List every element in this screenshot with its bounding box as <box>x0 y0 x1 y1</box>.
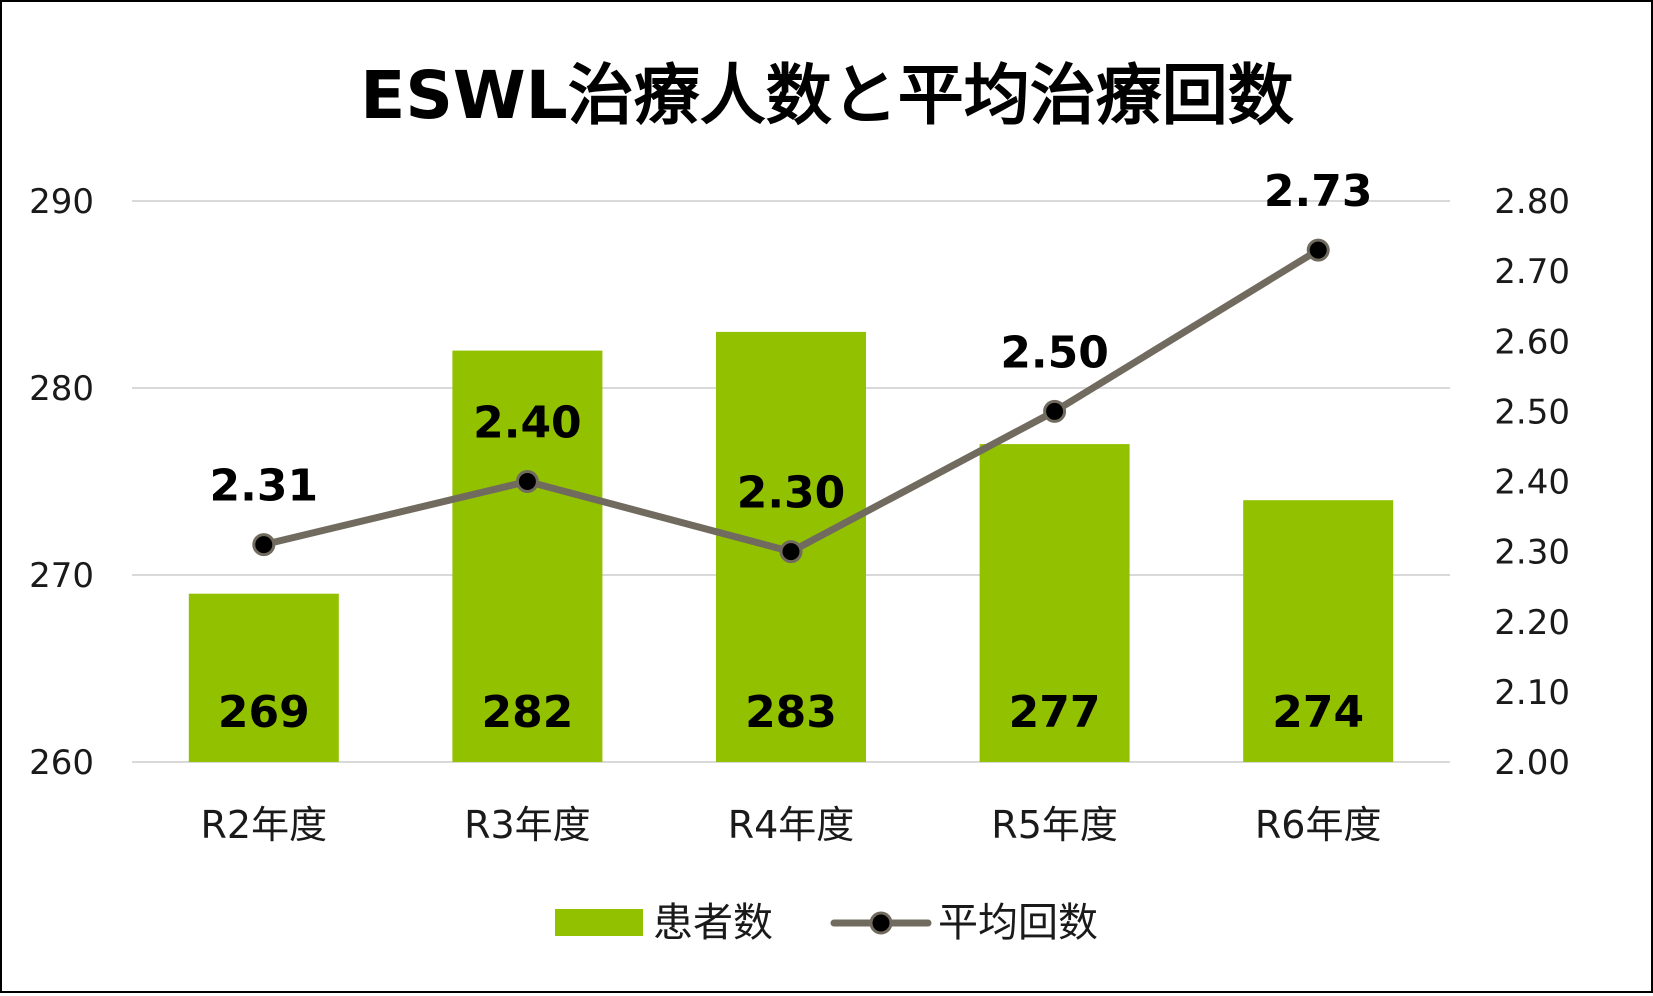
bar <box>1243 500 1394 762</box>
y-right-tick-label: 2.40 <box>1494 463 1570 503</box>
line-point <box>779 540 803 564</box>
y-right-tick-label: 2.20 <box>1494 603 1570 643</box>
line-point <box>515 470 539 493</box>
bar-data-label: 274 <box>1272 687 1364 738</box>
legend-line-label: 平均回数 <box>938 900 1098 946</box>
chart-title: ESWL治療人数と平均治療回数 <box>360 57 1293 134</box>
y-right-tick-label: 2.80 <box>1494 182 1570 222</box>
y-left-tick-label: 270 <box>29 556 94 596</box>
line-data-label: 2.73 <box>1264 166 1373 217</box>
bar <box>188 593 339 762</box>
line-data-label: 2.40 <box>473 398 582 449</box>
y-left-tick-label: 290 <box>29 182 94 222</box>
y-right-tick-label: 2.30 <box>1494 533 1570 573</box>
bar-data-label: 282 <box>481 687 573 738</box>
axes: 260 270 280 290 2.00 2.10 2.20 2.30 2.40 2.50 2.60… <box>29 182 1570 847</box>
legend-bar-swatch <box>555 909 643 936</box>
line-data-label: 2.50 <box>1000 327 1109 378</box>
y-right-tick-label: 2.70 <box>1494 252 1570 292</box>
line-point <box>252 533 276 557</box>
line-data-label: 2.30 <box>737 468 846 519</box>
bar-data-label: 283 <box>745 687 837 738</box>
legend-bar-label: 患者数 <box>653 900 773 946</box>
x-category-label: R2年度 <box>201 803 328 847</box>
y-right-tick-label: 2.60 <box>1494 322 1570 362</box>
bar-data-label: 269 <box>218 687 310 738</box>
y-left-tick-label: 260 <box>29 743 94 783</box>
line-point <box>1043 399 1067 423</box>
y-right-tick-label: 2.50 <box>1494 392 1570 432</box>
x-category-label: R3年度 <box>464 803 591 847</box>
x-category-label: R4年度 <box>728 803 855 847</box>
line-data-label: 2.31 <box>210 461 319 512</box>
bar-data-label: 277 <box>1009 687 1101 738</box>
y-left-tick-label: 280 <box>29 369 94 409</box>
y-right-tick-label: 2.00 <box>1494 743 1570 783</box>
x-category-label: R5年度 <box>991 803 1118 847</box>
y-right-tick-label: 2.10 <box>1494 673 1570 713</box>
line-series: 2.31 2.40 2.30 2.50 2.73 <box>210 166 1373 564</box>
legend-line-marker <box>869 911 893 935</box>
bar <box>452 350 603 762</box>
line-point <box>1306 238 1330 262</box>
bar <box>979 444 1130 762</box>
legend: 患者数 平均回数 <box>555 900 1098 946</box>
x-category-label: R6年度 <box>1255 803 1382 847</box>
